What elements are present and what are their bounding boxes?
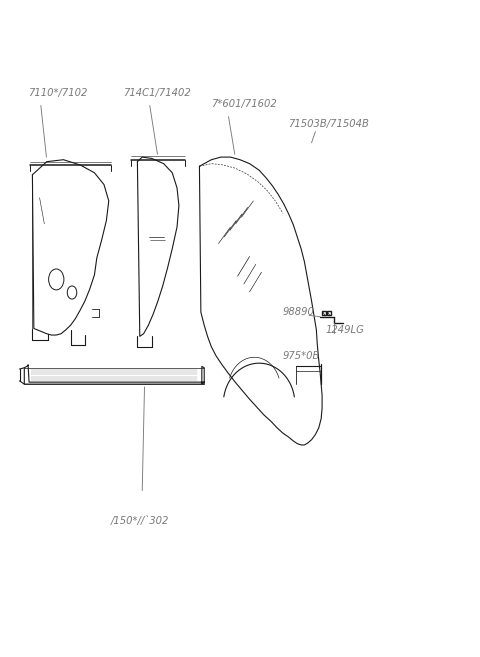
Text: /150*//`302: /150*//`302 xyxy=(111,516,169,526)
Text: 1249LG: 1249LG xyxy=(326,325,365,335)
Text: 7*601/71602: 7*601/71602 xyxy=(211,99,277,109)
Text: 714C1/71402: 714C1/71402 xyxy=(123,88,191,98)
Text: 7110*/7102: 7110*/7102 xyxy=(28,88,87,98)
Text: 975*0B: 975*0B xyxy=(283,351,320,361)
Text: 71503B/71504B: 71503B/71504B xyxy=(288,119,369,129)
Text: 98890: 98890 xyxy=(283,307,315,317)
